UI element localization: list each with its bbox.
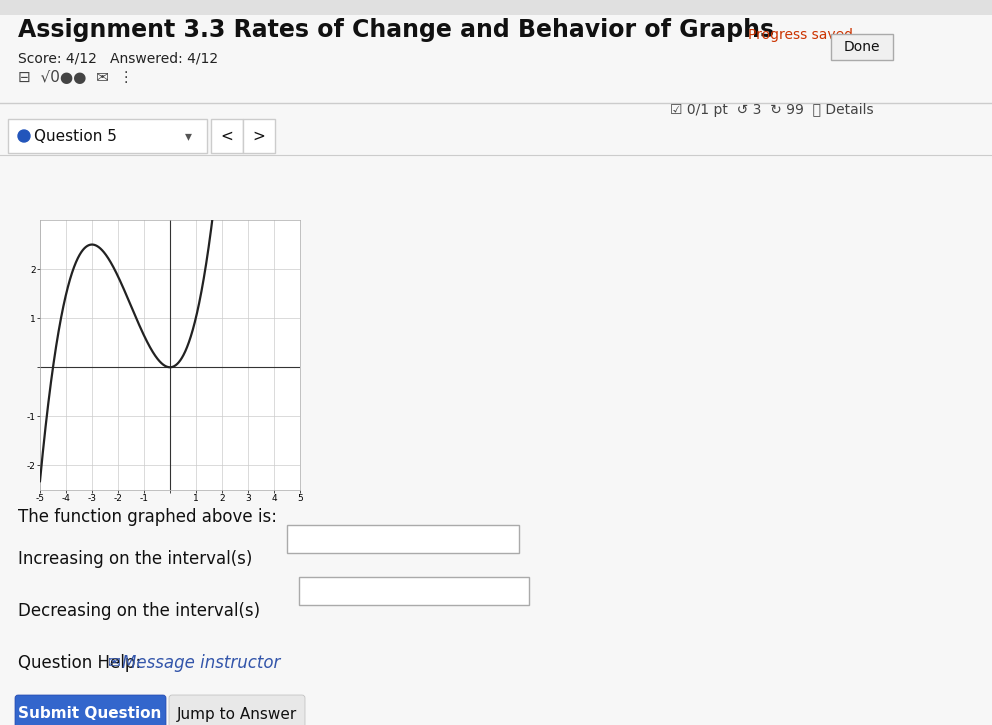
FancyBboxPatch shape — [287, 525, 519, 553]
Text: Progress saved: Progress saved — [748, 28, 853, 42]
Text: Jump to Answer: Jump to Answer — [177, 706, 298, 721]
Text: Question 5: Question 5 — [34, 128, 117, 144]
Text: ▾: ▾ — [185, 129, 191, 143]
Text: The function graphed above is:: The function graphed above is: — [18, 508, 277, 526]
Text: Message instructor: Message instructor — [122, 654, 281, 672]
Text: Score: 4/12   Answered: 4/12: Score: 4/12 Answered: 4/12 — [18, 51, 218, 65]
Text: Question Help:: Question Help: — [18, 654, 141, 672]
FancyBboxPatch shape — [8, 119, 207, 153]
Text: Assignment 3.3 Rates of Change and Behavior of Graphs: Assignment 3.3 Rates of Change and Behav… — [18, 18, 774, 42]
Bar — [0, 0, 992, 15]
Text: Submit Question: Submit Question — [18, 706, 162, 721]
Text: Done: Done — [844, 40, 880, 54]
FancyBboxPatch shape — [831, 34, 893, 60]
Text: ✉: ✉ — [108, 654, 121, 669]
FancyBboxPatch shape — [169, 695, 305, 725]
FancyBboxPatch shape — [299, 577, 529, 605]
Text: Q: Q — [282, 469, 292, 482]
Text: Decreasing on the interval(s): Decreasing on the interval(s) — [18, 602, 260, 620]
Text: ⊟  √0●●  ✉  ⋮: ⊟ √0●● ✉ ⋮ — [18, 70, 134, 85]
FancyBboxPatch shape — [211, 119, 243, 153]
Text: ☑ 0/1 pt  ↺ 3  ↻ 99  ⓘ Details: ☑ 0/1 pt ↺ 3 ↻ 99 ⓘ Details — [670, 103, 874, 117]
Text: Increasing on the interval(s): Increasing on the interval(s) — [18, 550, 252, 568]
FancyBboxPatch shape — [15, 695, 166, 725]
FancyBboxPatch shape — [243, 119, 275, 153]
Text: >: > — [253, 128, 266, 144]
Text: <: < — [220, 128, 233, 144]
Circle shape — [18, 130, 30, 142]
